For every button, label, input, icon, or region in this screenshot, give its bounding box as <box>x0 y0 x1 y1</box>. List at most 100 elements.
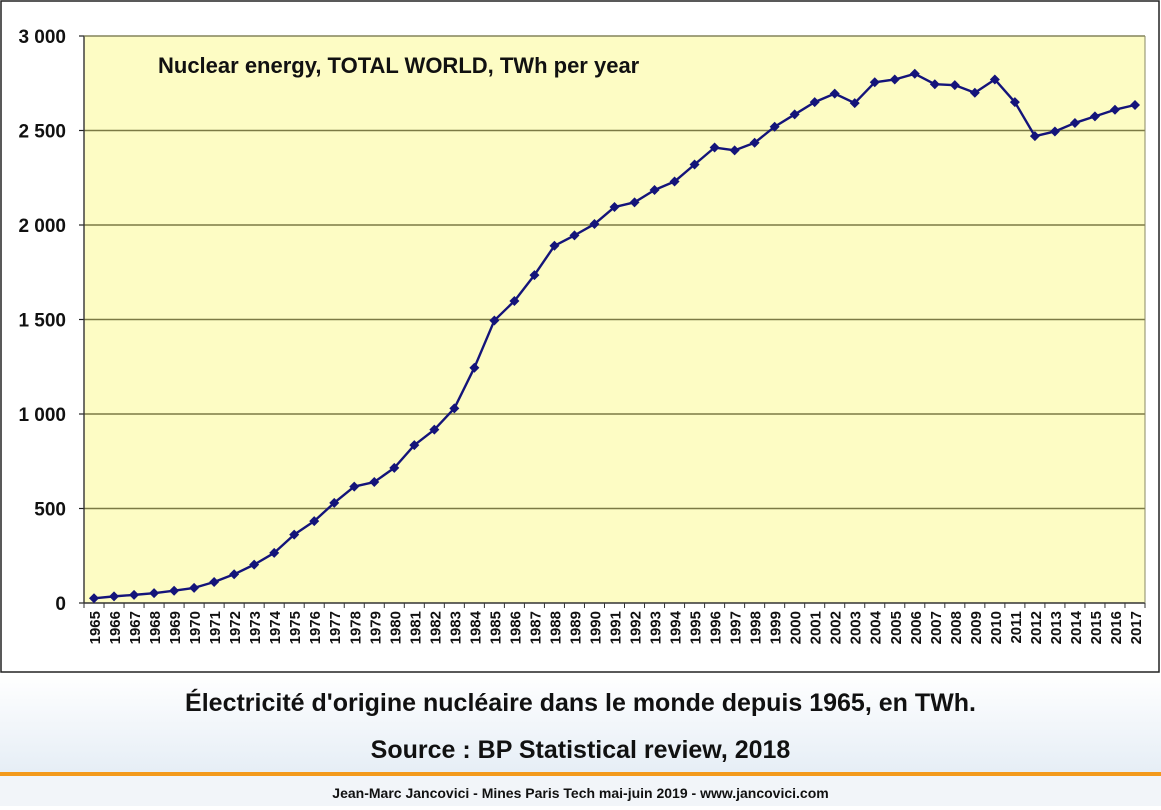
x-tick-label-1969: 1969 <box>167 611 184 644</box>
x-tick-label-1977: 1977 <box>327 611 344 644</box>
x-tick-label-1979: 1979 <box>367 611 384 644</box>
data-point-1980 <box>389 462 400 473</box>
x-tick-label-2005: 2005 <box>888 611 905 644</box>
x-tick-label-1967: 1967 <box>127 611 144 644</box>
data-point-2005 <box>889 74 900 85</box>
x-tick-label-1975: 1975 <box>287 611 304 644</box>
data-point-1970 <box>189 582 200 593</box>
data-point-2013 <box>1049 126 1060 137</box>
x-tick-label-1966: 1966 <box>107 611 124 644</box>
x-tick-label-1988: 1988 <box>547 611 564 644</box>
data-point-1973 <box>249 559 260 570</box>
x-tick-label-2004: 2004 <box>868 610 885 644</box>
data-point-1996 <box>709 142 720 153</box>
x-tick-label-1994: 1994 <box>668 610 685 644</box>
x-tick-label-1993: 1993 <box>648 611 665 644</box>
x-tick-label-1991: 1991 <box>608 611 625 644</box>
data-point-2000 <box>789 109 800 120</box>
data-point-1978 <box>349 481 360 492</box>
data-point-1979 <box>369 477 380 488</box>
x-tick-label-2009: 2009 <box>968 611 985 644</box>
data-point-1993 <box>649 185 660 196</box>
chart-panel: 0 500 1 000 1 500 2 000 2 500 3 000 1965 1966 196… <box>0 0 1161 674</box>
data-point-2009 <box>969 87 980 98</box>
data-point-1989 <box>569 230 580 241</box>
data-point-1971 <box>209 577 220 588</box>
data-point-1994 <box>669 176 680 187</box>
data-point-2010 <box>989 74 1000 85</box>
y-tick-label-1000: 1 000 <box>18 405 66 426</box>
data-point-2012 <box>1029 131 1040 142</box>
data-point-1981 <box>409 440 420 451</box>
data-point-1974 <box>269 547 280 558</box>
data-point-1997 <box>729 145 740 156</box>
data-point-2003 <box>849 98 860 109</box>
x-tick-label-2010: 2010 <box>988 611 1005 644</box>
x-tick-label-1987: 1987 <box>527 611 544 644</box>
data-point-1983 <box>449 403 460 414</box>
data-point-1985 <box>489 315 500 326</box>
x-tick-label-1998: 1998 <box>748 611 765 644</box>
x-tick-label-2002: 2002 <box>828 611 845 644</box>
caption-title: Électricité d'origine nucléaire dans le … <box>185 689 976 717</box>
x-tick-label-1986: 1986 <box>507 611 524 644</box>
x-tick-label-1983: 1983 <box>447 611 464 644</box>
data-point-2015 <box>1089 111 1100 122</box>
chart-title: Nuclear energy, TOTAL WORLD, TWh per yea… <box>158 53 640 78</box>
data-point-1968 <box>149 588 160 599</box>
x-tick-label-2016: 2016 <box>1108 611 1125 644</box>
x-tick-label-1992: 1992 <box>628 611 645 644</box>
data-point-1972 <box>229 569 240 580</box>
data-point-2002 <box>829 88 840 99</box>
x-tick-label-1984: 1984 <box>467 610 484 644</box>
x-tick-label-1965: 1965 <box>87 611 104 644</box>
data-point-1986 <box>509 295 520 306</box>
x-tick-label-2008: 2008 <box>948 611 965 644</box>
data-point-1975 <box>289 529 300 540</box>
x-tick-label-1999: 1999 <box>768 611 785 644</box>
x-tick-label-2000: 2000 <box>788 611 805 644</box>
y-tick-label-3000: 3 000 <box>18 27 66 48</box>
orange-divider <box>0 772 1161 776</box>
data-point-1969 <box>169 585 180 596</box>
data-point-1990 <box>589 219 600 230</box>
x-tick-label-2015: 2015 <box>1088 611 1105 644</box>
data-point-2007 <box>929 79 940 90</box>
data-point-2016 <box>1109 104 1120 115</box>
data-point-2011 <box>1009 97 1020 108</box>
data-point-1991 <box>609 202 620 213</box>
caption-band: Électricité d'origine nucléaire dans le … <box>0 674 1161 772</box>
x-tick-label-1996: 1996 <box>708 611 725 644</box>
x-tick-label-1971: 1971 <box>207 611 224 644</box>
data-point-1998 <box>749 137 760 148</box>
x-tick-label-1970: 1970 <box>187 611 204 644</box>
data-point-1976 <box>309 516 320 527</box>
x-tick-label-2017: 2017 <box>1128 611 1145 644</box>
x-tick-label-2006: 2006 <box>908 611 925 644</box>
data-point-1977 <box>329 497 340 508</box>
data-point-1987 <box>529 270 540 281</box>
x-tick-label-1985: 1985 <box>487 611 504 644</box>
caption-source: Source : BP Statistical review, 2018 <box>370 736 791 764</box>
x-tick-label-1972: 1972 <box>227 611 244 644</box>
chart-frame <box>0 0 1160 673</box>
data-point-1999 <box>769 121 780 132</box>
x-tick-label-1980: 1980 <box>387 611 404 644</box>
x-tick-label-1976: 1976 <box>307 611 324 644</box>
data-point-2014 <box>1069 117 1080 128</box>
x-tick-label-1973: 1973 <box>247 611 264 644</box>
data-point-1988 <box>549 240 560 251</box>
y-tick-label-1500: 1 500 <box>18 311 66 332</box>
data-point-2008 <box>949 80 960 91</box>
x-tick-label-1974: 1974 <box>267 610 284 644</box>
y-tick-label-2000: 2 000 <box>18 216 66 237</box>
data-point-2017 <box>1129 99 1140 110</box>
data-point-1992 <box>629 197 640 208</box>
data-point-1965 <box>89 593 100 604</box>
x-tick-label-2012: 2012 <box>1028 611 1045 644</box>
data-point-1966 <box>109 591 120 602</box>
data-point-1982 <box>429 424 440 435</box>
data-point-1995 <box>689 159 700 170</box>
x-tick-label-1995: 1995 <box>688 611 705 644</box>
